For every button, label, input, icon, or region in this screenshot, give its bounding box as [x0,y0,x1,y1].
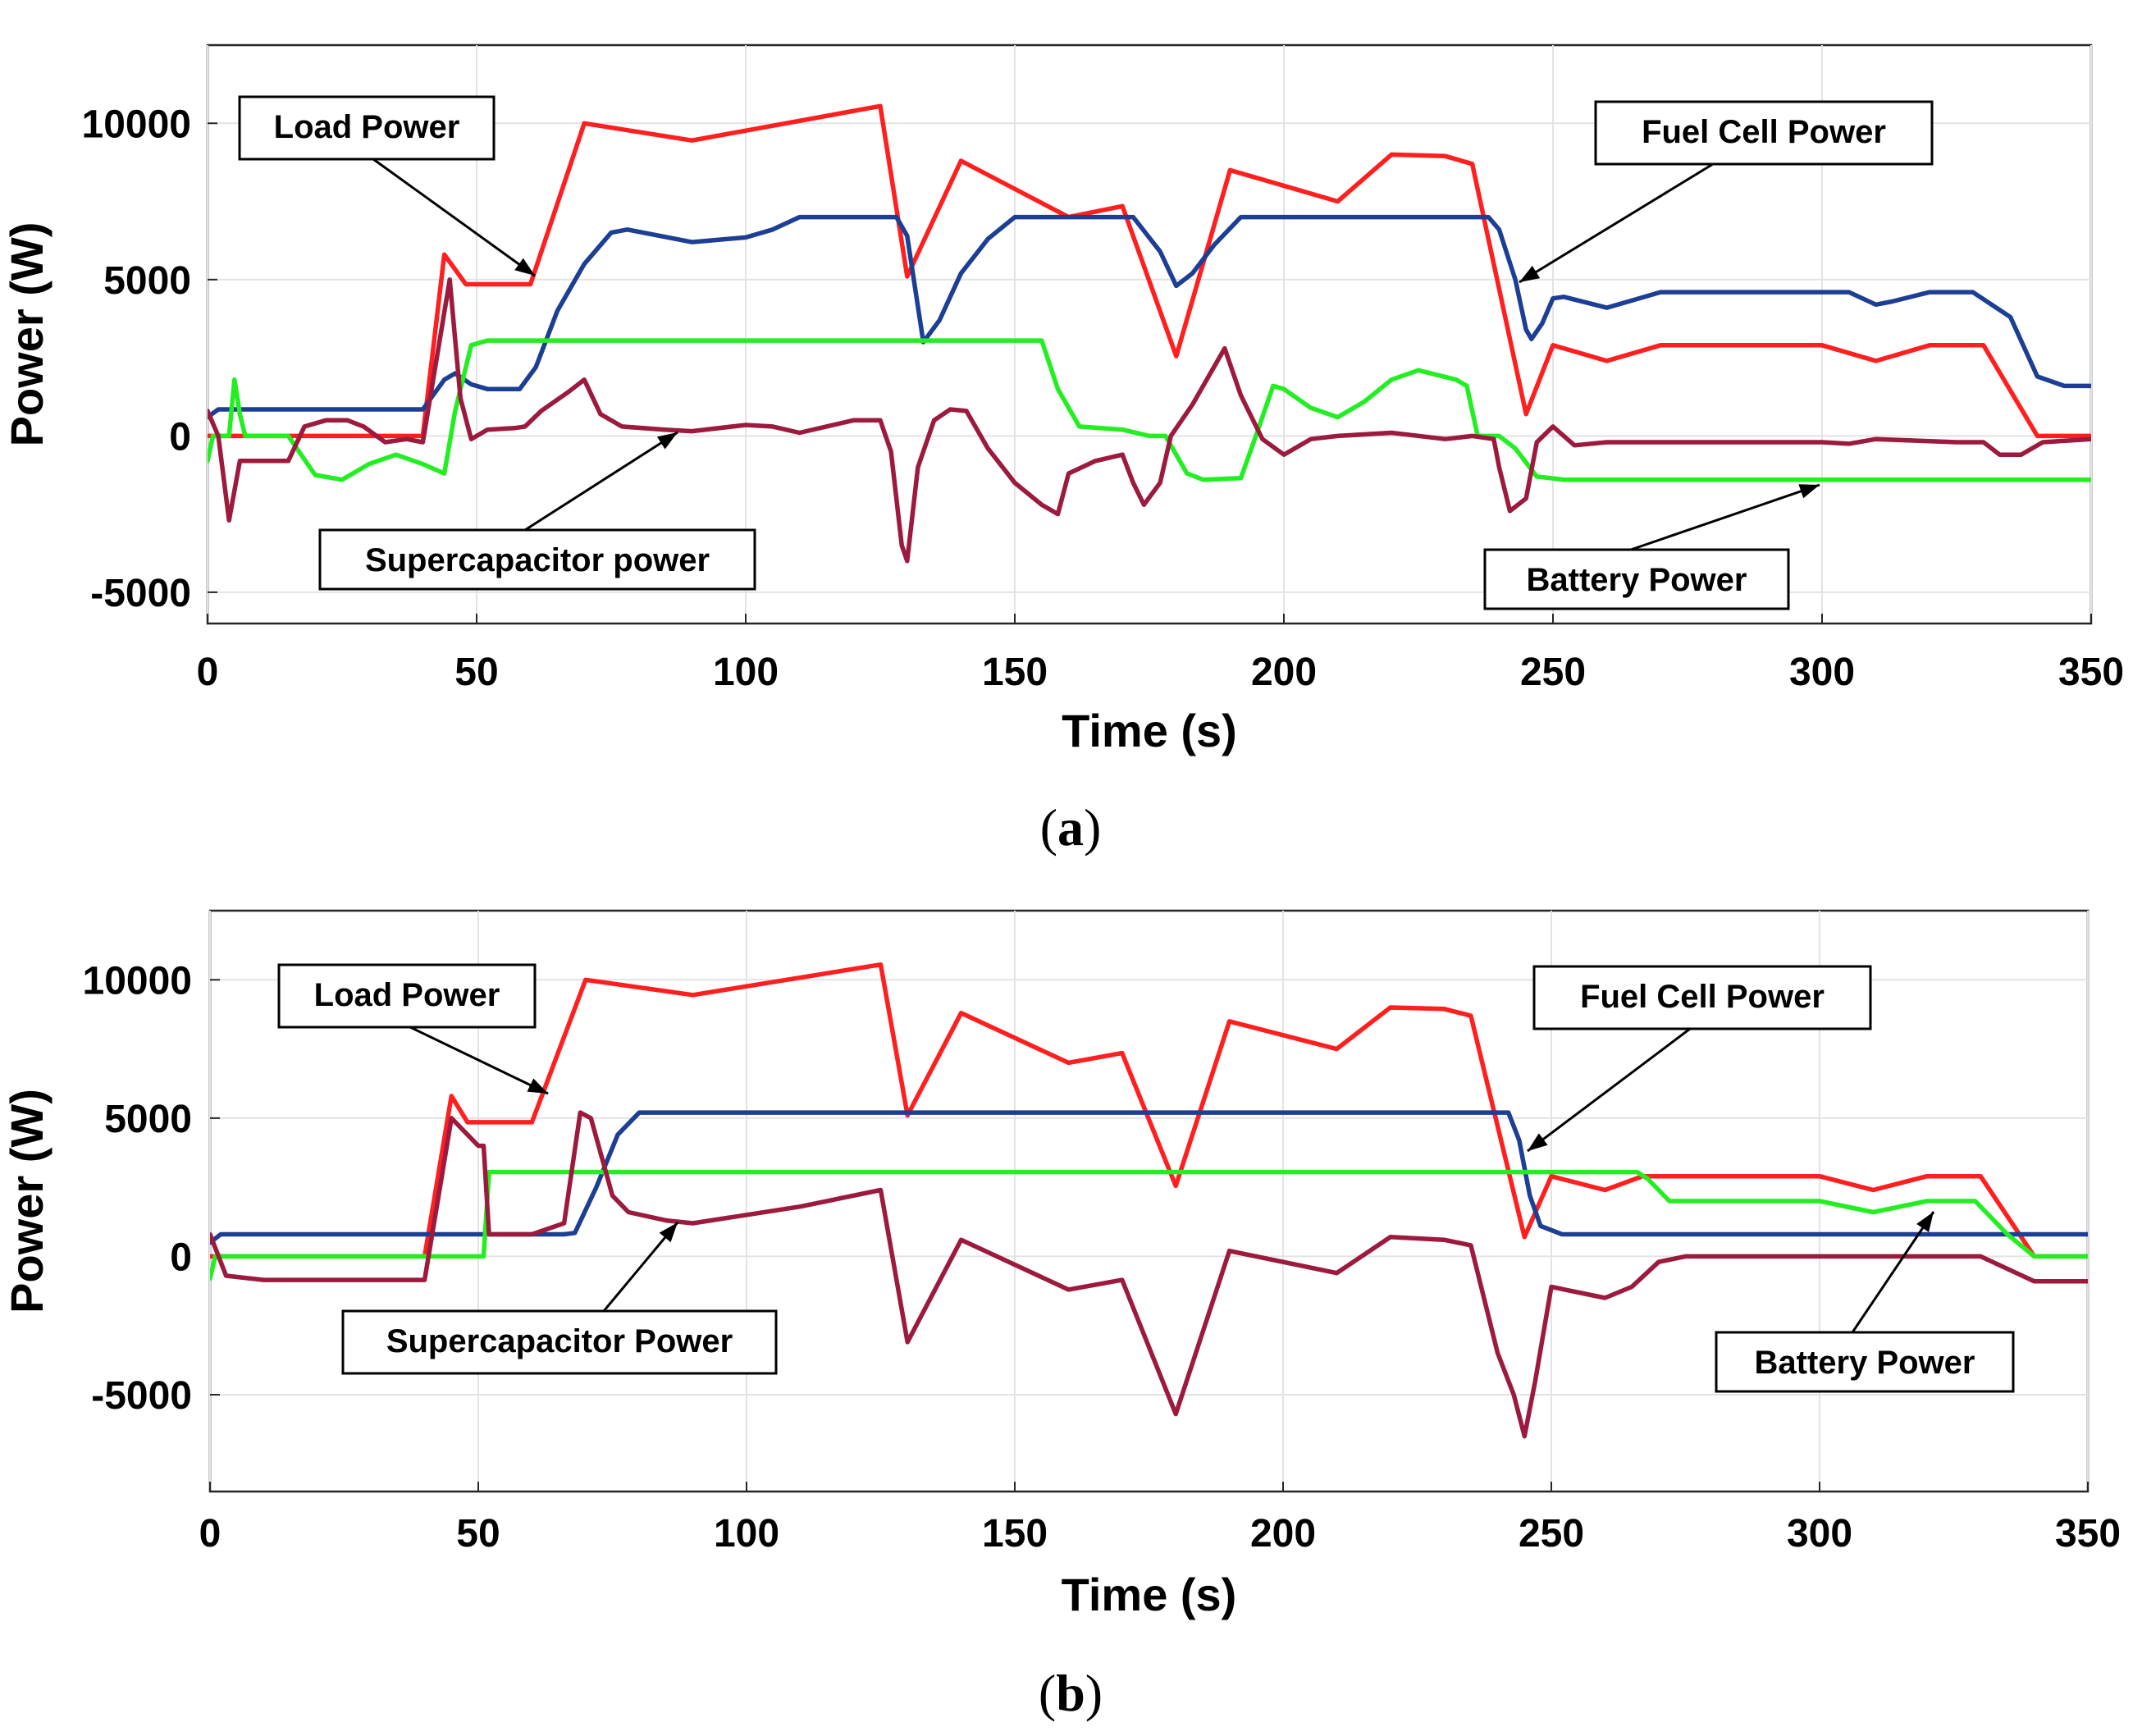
arrowhead-icon [1916,1212,1934,1232]
callout-label: Fuel Cell Power [1642,114,1886,150]
callout-arrow-line [1519,162,1714,284]
x-tick-label: 50 [456,1512,500,1556]
callout-box [1715,1331,2015,1393]
x-axis-title: Time (s) [1062,705,1237,756]
series-line-fuel-cell-power [210,1110,2088,1245]
y-axis-title: Power (W) [1,222,53,447]
callout-box [277,963,537,1029]
callout-load-power: Load Power [277,963,549,1095]
x-tick-label: 350 [2058,651,2124,694]
x-tick-label: 0 [197,651,219,694]
callout-box [341,1309,778,1375]
callout-box [1532,965,1872,1030]
chart-panel-b: 0 50 100 150 200 250 300 350 -5000 0 5000 10000 Time… [1,909,2121,1722]
series-line-supercapacitor-power [210,1110,2088,1439]
x-tick-label: 50 [454,651,498,694]
callout-box [238,95,496,161]
x-tick-label: 150 [982,651,1048,694]
arrowhead-icon [514,258,535,276]
arrowhead-icon [527,1078,548,1094]
callout-arrow-line [1851,1211,1935,1333]
x-tick-label: 250 [1520,651,1586,694]
y-tick-label: 10000 [83,959,192,1003]
arrowhead-icon [1519,265,1541,282]
callout-label: Supercapacitor Power [386,1323,733,1359]
y-tick-label: 10000 [82,103,191,146]
chart-panel-a: 0 50 100 150 200 250 300 350-50000500010000Time… [1,43,2124,857]
y-tick-label: 0 [169,415,191,459]
panel-caption: (b) [1039,1664,1103,1722]
arrowhead-icon [1528,1133,1548,1151]
callout-battery-power: Battery Power [1715,1211,2015,1393]
callout-arrow-line [1527,1027,1691,1153]
x-tick-label: 300 [1787,1512,1852,1556]
callout-supercapacitor-power: Supercapacitor power [318,431,756,591]
callout-box [318,528,756,591]
series-line-battery-power [210,1169,2088,1281]
y-tick-label: -5000 [91,1374,192,1418]
callout-label: Load Power [314,977,500,1013]
callout-fuel-cell-power: Fuel Cell Power [1527,965,1872,1153]
x-tick-label: 200 [1250,1512,1316,1556]
callout-arrow-line [524,431,678,532]
panel-caption: (a) [1040,798,1102,857]
series-line-supercapacitor-power [208,277,2091,564]
callout-box [1483,548,1790,610]
x-tick-label: 200 [1251,651,1317,694]
x-tick-label: 350 [2055,1512,2121,1556]
x-tick-label: 0 [199,1512,222,1556]
x-tick-label: 250 [1519,1512,1584,1556]
series-line-battery-power [208,338,2091,482]
y-tick-label: -5000 [90,572,191,615]
callout-supercapacitor-power: Supercapacitor Power [341,1222,778,1375]
callout-load-power: Load Power [238,95,536,277]
callout-battery-power: Battery Power [1483,483,1820,610]
arrowhead-icon [659,1222,678,1243]
callout-label: Fuel Cell Power [1580,979,1825,1015]
callout-arrow-line [409,1026,549,1095]
x-tick-label: 300 [1789,651,1855,694]
series-line-load-power [210,962,2088,1259]
x-axis-title: Time (s) [1062,1569,1237,1620]
callout-box [1594,100,1934,166]
y-tick-label: 5000 [104,1098,192,1141]
x-tick-label: 150 [982,1512,1048,1556]
series-group [208,103,2091,564]
series-line-fuel-cell-power [208,214,2091,420]
arrowhead-icon [656,432,678,450]
callout-arrow-line [372,158,536,277]
x-tick-label: 100 [713,651,779,694]
callout-label: Battery Power [1527,562,1747,598]
y-tick-label: 5000 [103,259,191,303]
callout-label: Supercapacitor power [365,542,710,578]
callout-label: Battery Power [1755,1345,1975,1381]
y-axis-title: Power (W) [1,1089,53,1313]
series-line-load-power [208,103,2091,439]
series-group [210,962,2088,1439]
callout-arrow-line [1630,483,1820,551]
callout-label: Load Power [274,109,460,145]
callout-fuel-cell-power: Fuel Cell Power [1519,100,1934,284]
x-tick-label: 100 [714,1512,779,1556]
y-tick-label: 0 [170,1236,192,1279]
arrowhead-icon [1798,484,1820,499]
